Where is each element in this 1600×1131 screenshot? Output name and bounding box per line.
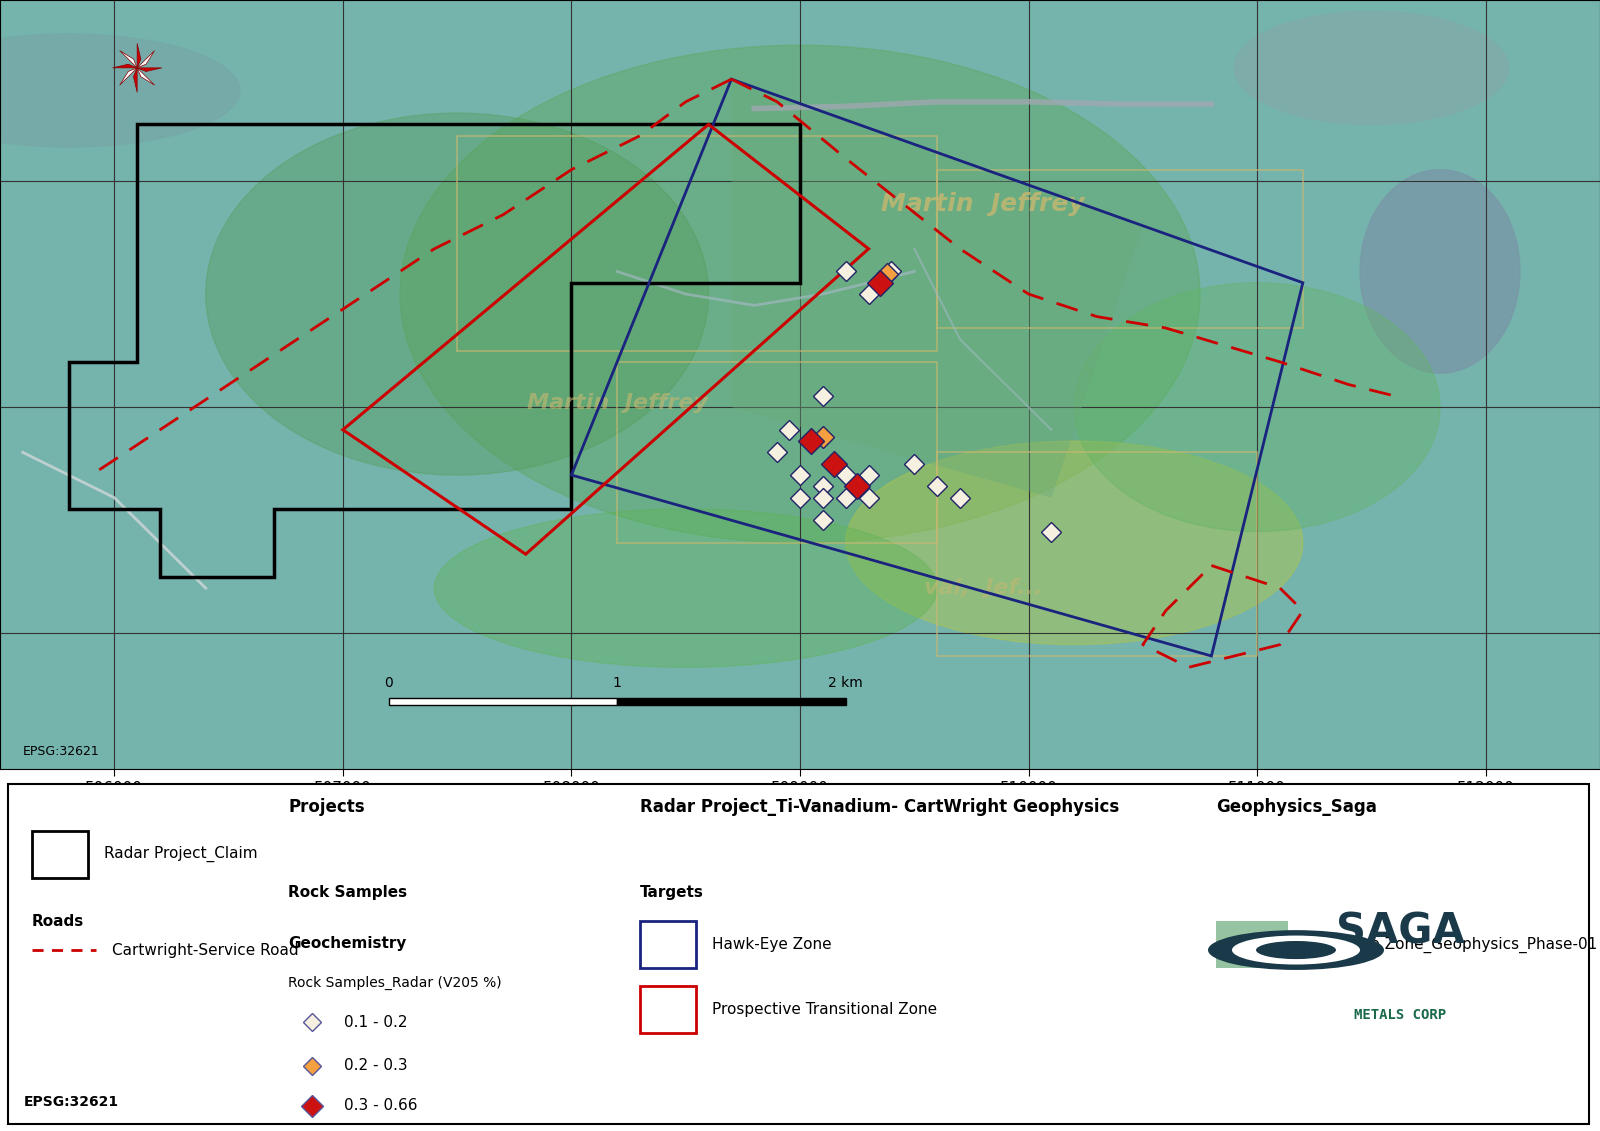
Text: METALS CORP: METALS CORP bbox=[1354, 1008, 1446, 1022]
Text: Roads: Roads bbox=[32, 914, 85, 929]
Text: Projects: Projects bbox=[288, 798, 365, 817]
Text: 1: 1 bbox=[613, 676, 621, 690]
Text: 0.2 - 0.3: 0.2 - 0.3 bbox=[344, 1059, 408, 1073]
Text: EPSG:32621: EPSG:32621 bbox=[24, 1095, 118, 1110]
Polygon shape bbox=[731, 79, 1142, 498]
Text: Hawk-Eye Zone: Hawk-Eye Zone bbox=[712, 938, 832, 952]
Text: Targets: Targets bbox=[640, 884, 704, 900]
Ellipse shape bbox=[1360, 170, 1520, 373]
Circle shape bbox=[1208, 930, 1384, 970]
Text: val,  Jef...: val, Jef... bbox=[923, 578, 1042, 598]
Text: Radar Project_Claim: Radar Project_Claim bbox=[104, 846, 258, 862]
Polygon shape bbox=[120, 51, 138, 68]
Ellipse shape bbox=[434, 509, 938, 667]
Ellipse shape bbox=[846, 441, 1302, 645]
FancyBboxPatch shape bbox=[1216, 921, 1288, 968]
FancyBboxPatch shape bbox=[8, 784, 1589, 1124]
Bar bbox=[618, 698, 846, 705]
Text: 0: 0 bbox=[384, 676, 394, 690]
Text: 2 km: 2 km bbox=[829, 676, 862, 690]
Polygon shape bbox=[120, 68, 138, 85]
Ellipse shape bbox=[1074, 283, 1440, 532]
Bar bbox=[389, 698, 618, 705]
Text: Martin  Jeffrey: Martin Jeffrey bbox=[526, 392, 707, 413]
Text: Prospective Transitional Zone: Prospective Transitional Zone bbox=[712, 1002, 938, 1017]
Polygon shape bbox=[112, 64, 138, 68]
Text: Hawk-Eye Zone_Geophysics_Phase-01: Hawk-Eye Zone_Geophysics_Phase-01 bbox=[1304, 936, 1597, 952]
Ellipse shape bbox=[206, 113, 709, 475]
Text: Geochemistry: Geochemistry bbox=[288, 935, 406, 950]
Text: SAGA: SAGA bbox=[1336, 910, 1464, 953]
Ellipse shape bbox=[1234, 11, 1509, 124]
Text: Radar Project_Ti-Vanadium- CartWright Geophysics: Radar Project_Ti-Vanadium- CartWright Ge… bbox=[640, 798, 1120, 817]
Text: Martin  Jeffrey: Martin Jeffrey bbox=[882, 191, 1085, 216]
Text: EPSG:32621: EPSG:32621 bbox=[22, 745, 99, 758]
Text: Rock Samples: Rock Samples bbox=[288, 884, 406, 900]
Point bbox=[22, 943, 42, 957]
Circle shape bbox=[1256, 941, 1336, 959]
Ellipse shape bbox=[400, 45, 1200, 543]
Ellipse shape bbox=[0, 34, 240, 147]
Polygon shape bbox=[138, 51, 155, 68]
Polygon shape bbox=[138, 68, 162, 71]
Text: Geophysics_Saga: Geophysics_Saga bbox=[1216, 798, 1378, 817]
Text: 0.3 - 0.66: 0.3 - 0.66 bbox=[344, 1098, 418, 1113]
Point bbox=[86, 943, 106, 957]
Polygon shape bbox=[133, 68, 138, 93]
Polygon shape bbox=[138, 43, 141, 68]
Text: 0.1 - 0.2: 0.1 - 0.2 bbox=[344, 1015, 408, 1030]
Text: Cartwright-Service Road: Cartwright-Service Road bbox=[112, 942, 299, 958]
Text: Rock Samples_Radar (V205 %): Rock Samples_Radar (V205 %) bbox=[288, 975, 502, 990]
Circle shape bbox=[1232, 935, 1360, 965]
Polygon shape bbox=[138, 68, 155, 85]
